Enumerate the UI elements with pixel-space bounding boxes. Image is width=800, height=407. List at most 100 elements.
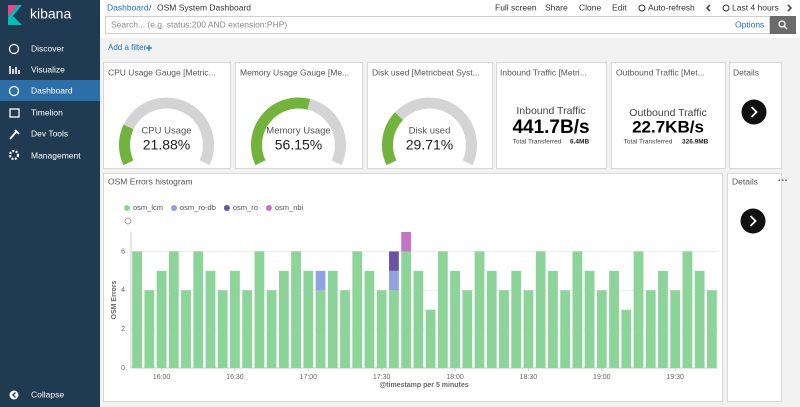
options-button[interactable]: Options xyxy=(735,19,764,29)
panel-title: Details xyxy=(733,67,759,77)
bar-segment xyxy=(340,290,350,368)
y-tick-label: 4 xyxy=(121,287,125,294)
bar-segment xyxy=(327,270,338,368)
bar-segment xyxy=(217,290,228,368)
bar-segment xyxy=(303,270,314,368)
menu-item[interactable]: Clone xyxy=(579,2,601,12)
y-axis-title: OSM Errors xyxy=(111,280,118,319)
nav-item[interactable]: Timelion xyxy=(31,107,63,117)
legend-entry[interactable]: osm_ro xyxy=(233,203,258,212)
legend-swatch xyxy=(124,205,130,211)
next-button[interactable] xyxy=(787,4,792,12)
panel-title: Disk used [Metricbeat Syst... xyxy=(372,67,480,77)
bar-segment xyxy=(584,270,595,368)
legend-swatch xyxy=(265,205,272,211)
bar-segment xyxy=(523,290,534,368)
bar-segment xyxy=(193,251,204,368)
add-filter[interactable]: Add a filter xyxy=(108,43,147,52)
bar-segment xyxy=(682,251,693,368)
next-button[interactable] xyxy=(741,99,767,125)
metric-total-label: Total Transferred xyxy=(624,139,673,146)
bar-segment xyxy=(462,290,473,368)
search-input[interactable] xyxy=(105,16,770,34)
x-tick-label: 17:30 xyxy=(373,374,391,381)
refresh-icon xyxy=(638,4,646,12)
x-tick-label: 16:00 xyxy=(153,374,171,381)
logo-bottom xyxy=(8,5,22,25)
active-item xyxy=(0,80,100,101)
bar-segment xyxy=(450,270,460,368)
legend-entry[interactable]: osm_ro-db xyxy=(180,203,216,212)
search-placeholder: Search... (e.g. status:200 AND extension… xyxy=(111,19,287,29)
prev-button[interactable] xyxy=(706,4,711,12)
breadcrumb-separator: / xyxy=(149,2,152,12)
metric-total: 6.4MB xyxy=(570,139,589,146)
sidebar xyxy=(0,0,100,407)
legend-toggle[interactable] xyxy=(124,217,132,225)
chevron xyxy=(749,215,757,227)
icon-visualize xyxy=(9,66,20,74)
x-tick-label: 19:00 xyxy=(593,374,611,381)
menu-item[interactable]: Full screen xyxy=(495,2,537,12)
bar-segment xyxy=(156,270,167,368)
bar-segment xyxy=(401,251,412,368)
bar-segment xyxy=(560,290,571,368)
bar-segment xyxy=(486,270,497,368)
legend-entry[interactable]: osm_lcm xyxy=(133,203,163,212)
add-filter-plus xyxy=(146,45,152,51)
bar-segment xyxy=(278,270,289,368)
gauge-value-label: 21.88% xyxy=(143,137,190,153)
bar-segment xyxy=(633,251,644,368)
bar-segment xyxy=(242,290,253,368)
bar-segment xyxy=(315,290,326,368)
chevron xyxy=(750,106,758,118)
bar-segment xyxy=(425,309,436,368)
bar-segment xyxy=(376,290,387,368)
metric-panel xyxy=(611,62,726,169)
icon-devtools xyxy=(9,129,20,140)
bar-segment xyxy=(670,290,681,368)
bar-segment xyxy=(645,290,656,368)
panel-menu[interactable]: ··· xyxy=(778,176,788,187)
x-tick-label: 18:30 xyxy=(520,374,538,381)
gauge-label: CPU Usage xyxy=(141,126,191,137)
nav-item[interactable]: Dev Tools xyxy=(31,128,68,138)
brand[interactable]: kibana xyxy=(30,6,71,22)
gauge-value-label: 56.15% xyxy=(275,137,322,153)
menu-item[interactable]: Edit xyxy=(612,2,627,12)
legend-swatch xyxy=(223,205,230,211)
time-picker[interactable]: Last 4 hours xyxy=(732,2,779,12)
metric-panel xyxy=(496,62,607,169)
next-button[interactable] xyxy=(740,208,766,234)
panel-title: Inbound Traffic [Metri... xyxy=(500,67,587,77)
panel-title: Details xyxy=(732,176,758,186)
clock-icon xyxy=(722,4,730,12)
legend-swatch xyxy=(171,205,178,211)
nav-item[interactable]: Discover xyxy=(31,43,64,53)
gauge-label: Disk used xyxy=(409,126,451,137)
bar-segment xyxy=(254,251,265,368)
bar-segment xyxy=(205,270,216,368)
nav-item[interactable]: Dashboard xyxy=(31,85,73,95)
collapse[interactable]: Collapse xyxy=(31,389,64,399)
bar-segment xyxy=(230,270,240,368)
panel-title: Outbound Traffic [Met... xyxy=(616,67,705,77)
nav-item[interactable]: Management xyxy=(31,150,81,160)
breadcrumb-link[interactable]: Dashboard xyxy=(107,2,149,12)
menu-item[interactable]: Auto-refresh xyxy=(648,2,695,12)
icon-collapse-arrow xyxy=(12,392,16,398)
search-icon xyxy=(778,20,786,28)
menu-item[interactable]: Share xyxy=(545,2,568,12)
search-button[interactable] xyxy=(770,16,796,34)
icon-timelion xyxy=(9,108,20,118)
icon-discover xyxy=(8,43,20,55)
legend-entry[interactable]: osm_nbi xyxy=(275,203,304,212)
bar-segment xyxy=(315,270,326,291)
bar-segment xyxy=(266,290,277,368)
nav-item[interactable]: Visualize xyxy=(31,64,65,74)
bar-segment xyxy=(291,251,301,368)
gauge-value-label: 29.71% xyxy=(406,137,453,153)
x-tick-label: 18:00 xyxy=(446,374,464,381)
bar-segment xyxy=(389,270,399,291)
bar-segment xyxy=(535,251,546,368)
